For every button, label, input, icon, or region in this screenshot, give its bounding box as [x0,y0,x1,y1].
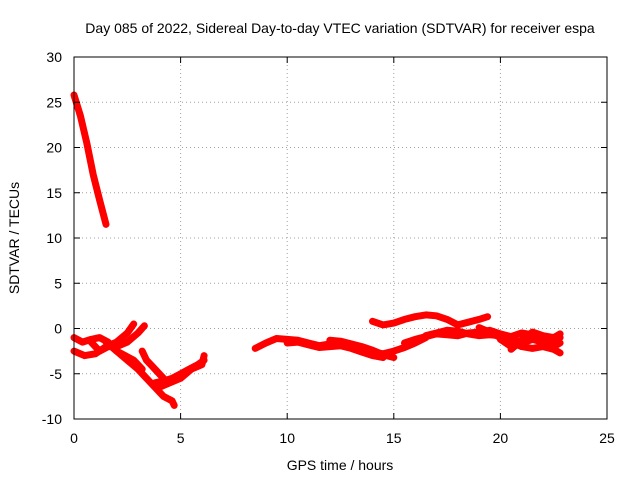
y-tick-label: 10 [46,230,62,246]
y-tick-label: 30 [46,49,62,65]
series-track-11 [326,336,398,361]
series-track-17 [507,328,564,353]
x-tick-label: 25 [599,430,615,446]
series-track-1 [70,91,110,228]
series-track-12 [369,311,492,329]
grid [74,57,607,419]
x-tick-label: 10 [279,430,295,446]
y-tick-label: 5 [54,275,62,291]
axis-ticks: 0 5 10 15 20 25 -10 -5 0 5 10 15 20 25 30 [42,49,615,446]
y-tick-label: 25 [46,94,62,110]
series-track-8 [155,352,208,391]
x-tick-label: 5 [177,430,185,446]
series-track-5 [102,338,178,409]
y-tick-label: 20 [46,140,62,156]
chart-title: Day 085 of 2022, Sidereal Day-to-day VTE… [85,20,595,36]
x-axis-label: GPS time / hours [287,457,394,473]
y-tick-label: -10 [42,411,62,427]
x-tick-label: 15 [386,430,402,446]
y-tick-label: 0 [54,321,62,337]
series-track-10 [283,338,387,361]
y-tick-label: -5 [50,366,63,382]
y-axis-label: SDTVAR / TECUs [6,182,22,294]
x-tick-label: 20 [493,430,509,446]
data-series [70,91,564,409]
x-tick-label: 0 [70,430,78,446]
y-tick-label: 15 [46,185,62,201]
